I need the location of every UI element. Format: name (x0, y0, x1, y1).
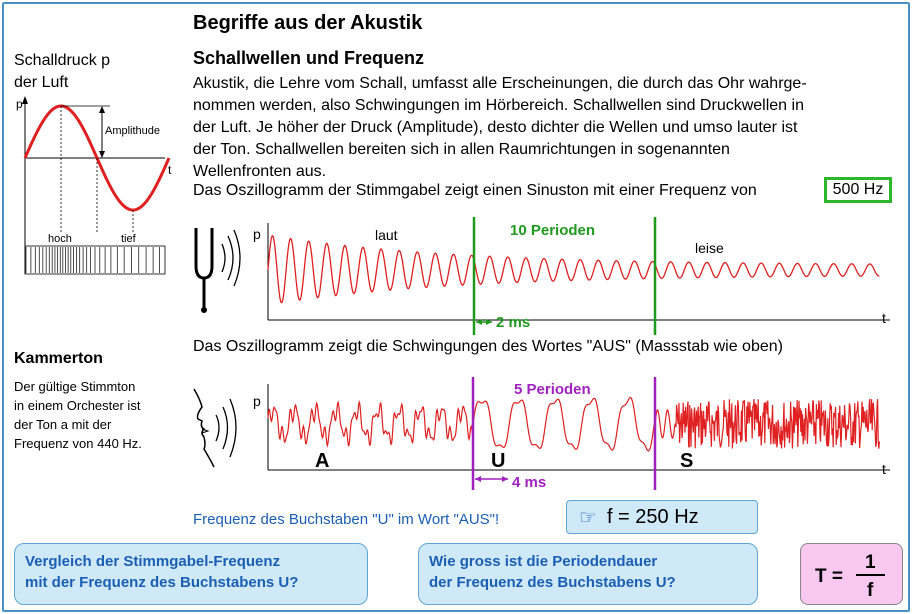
intro-line: nommen werden, also Schwingungen im Hörb… (193, 97, 804, 114)
compression-bar (24, 245, 166, 275)
compression-lines (25, 247, 160, 273)
answer-box[interactable]: ☞ f = 250 Hz (566, 500, 758, 534)
tuning-fork-icon (194, 228, 241, 313)
formula-denominator: f (867, 580, 874, 601)
duration-label: 2 ms (496, 314, 530, 331)
intro-paragraph: Akustik, die Lehre vom Schall, umfasst a… (193, 73, 893, 183)
question-line: mit der Frequenz des Buchstabens U? (25, 574, 299, 591)
letter-s: S (680, 450, 693, 472)
letter-a: A (315, 450, 329, 472)
heading-line: der Luft (14, 74, 69, 91)
hoch-label: hoch (48, 233, 72, 245)
formula-box[interactable]: T = 1 f (800, 543, 903, 605)
damped-sine-wave (267, 235, 880, 304)
fork-prongs (194, 228, 214, 280)
aus-caption: Das Oszillogramm zeigt die Schwingungen … (193, 338, 783, 355)
oscillogram-intro: Das Oszillogramm der Stimmgabel zeigt ei… (193, 182, 757, 199)
kammerton-text: Der gültige Stimmton in einem Orchester … (14, 377, 184, 453)
kammerton-line: Frequenz von 440 Hz. (14, 436, 142, 451)
sound-arc (222, 406, 229, 450)
five-periods-label: 5 Perioden (514, 381, 591, 398)
amplitude-label: Amplithude (105, 125, 160, 137)
intro-line: der Luft. Je höher der Druck (Amplitude)… (193, 119, 798, 136)
question-box-period[interactable]: Wie gross ist die Periodendauer der Freq… (418, 543, 758, 605)
intro-line: Akustik, die Lehre vom Schall, umfasst a… (193, 75, 807, 92)
aus-oscillogram: p t 5 Perioden A U S 4 ms (253, 377, 890, 491)
amplitude-arrow-head (99, 151, 105, 158)
question-line: der Frequenz des Buchstabens U? (429, 574, 676, 591)
p-axis-label: p (253, 393, 261, 409)
amplitude-arrow-head (99, 106, 105, 113)
kammerton-title: Kammerton (14, 350, 103, 367)
kammerton-line: in einem Orchester ist (14, 398, 141, 413)
sound-pressure-diagram: p t Amplithude hoch tief (16, 96, 172, 275)
kammerton-line: Der gültige Stimmton (14, 379, 136, 394)
page-title: Begriffe aus der Akustik (193, 12, 423, 34)
sound-arc (227, 235, 234, 281)
sound-arc (221, 243, 226, 273)
question-box-compare[interactable]: Vergleich der Stimmgabel-Frequenz mit de… (14, 543, 368, 605)
section-subtitle: Schallwellen und Frequenz (193, 48, 425, 68)
formula-numerator: 1 (865, 552, 876, 573)
ten-periods-label: 10 Perioden (510, 222, 595, 239)
face-profile (193, 388, 215, 468)
answer-value: f = 250 Hz (606, 505, 699, 528)
t-axis-label: t (168, 163, 172, 177)
formula-lhs: T = (815, 566, 843, 587)
sound-arc (215, 414, 220, 442)
kammerton-line: der Ton a mit der (14, 417, 112, 432)
speech-wave (267, 396, 880, 452)
question-line: Wie gross ist die Periodendauer (429, 553, 658, 570)
sound-arc (229, 398, 237, 458)
frequency-question: Frequenz des Buchstaben "U" im Wort "AUS… (193, 511, 500, 528)
p-axis-label: p (253, 226, 261, 242)
fork-base (201, 307, 207, 313)
intro-line: Wellenfronten aus. (193, 163, 327, 180)
question-line: Vergleich der Stimmgabel-Frequenz (25, 553, 281, 570)
period-formula: T = 1 f (815, 552, 885, 601)
duration-arrow-head (486, 319, 492, 325)
duration-arrow-head (502, 476, 508, 482)
duration-arrow-head (475, 476, 481, 482)
pointing-hand-icon: ☞ (579, 506, 597, 529)
sound-pressure-heading: Schalldruck p der Luft (14, 50, 110, 94)
t-axis-label: t (882, 461, 886, 477)
laut-label: laut (375, 227, 398, 243)
tuning-fork-oscillogram: p t 10 Perioden laut leise 2 ms (253, 217, 890, 335)
tief-label: tief (121, 233, 137, 245)
t-axis-label: t (882, 310, 886, 326)
intro-line: der Ton. Schallwellen bereiten sich in a… (193, 141, 730, 158)
letter-u: U (491, 450, 505, 472)
p-axis-label: p (16, 97, 23, 111)
heading-line: Schalldruck p (14, 52, 111, 69)
speaking-face-icon (193, 388, 237, 468)
leise-label: leise (695, 240, 724, 256)
p-axis-arrow (22, 96, 28, 104)
duration-label: 4 ms (512, 474, 546, 491)
mouth (201, 428, 210, 434)
duration-arrow-head (476, 319, 482, 325)
sound-arc (233, 229, 241, 287)
frequency-highlight: 500 Hz (824, 177, 892, 203)
